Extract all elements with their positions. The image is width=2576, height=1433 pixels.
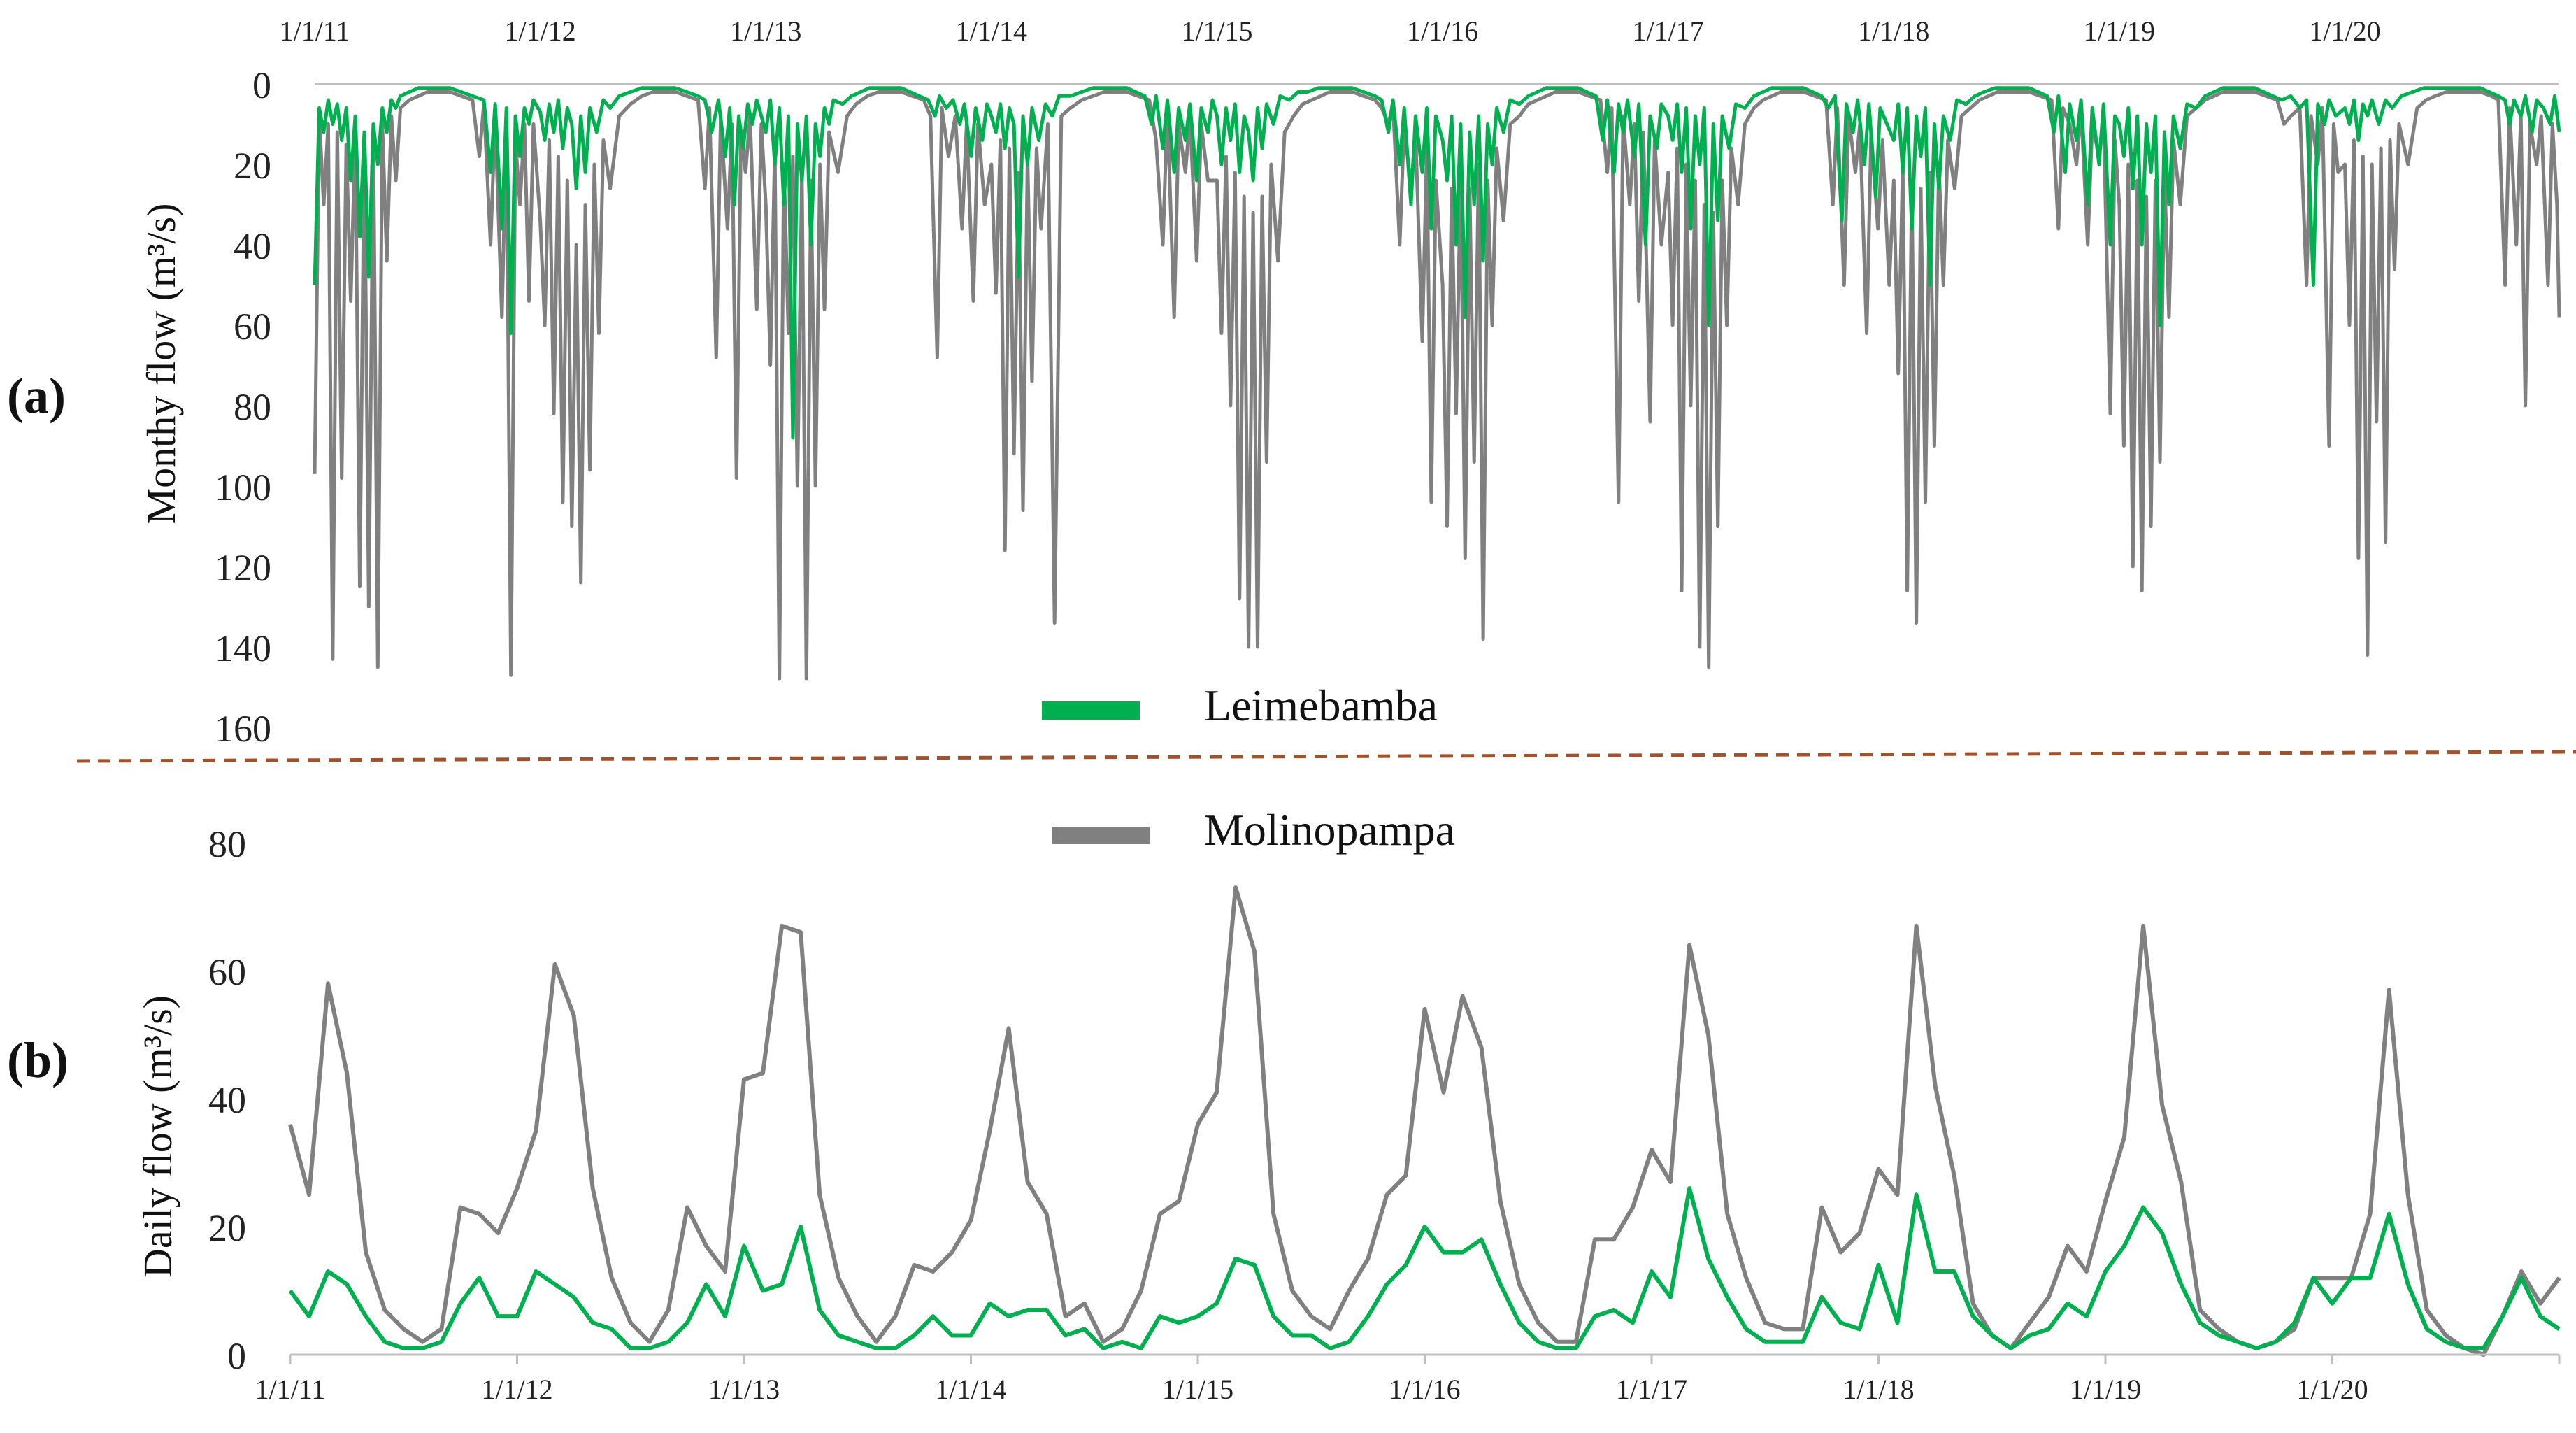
panel-b-x-tick-1-1-16: 1/1/16: [1389, 1374, 1460, 1405]
panel-b-y-axis-label: Daily flow (m³/s): [135, 995, 180, 1278]
panel-a-y-tick-60: 60: [234, 306, 271, 348]
panel-a-y-tick-160: 160: [215, 708, 271, 750]
legend: Leimebamba Molinopampa: [1042, 680, 1455, 855]
panel-b-y-tick-20: 20: [208, 1207, 246, 1249]
panel-b-x-tick-1-1-15: 1/1/15: [1162, 1374, 1233, 1405]
panel-a-y-tick-20: 20: [234, 145, 271, 187]
panel-b-x-tick-marks: [289, 1355, 2561, 1364]
panel-a-y-axis-label: Monthy flow (m³/s): [138, 204, 184, 525]
panel-a-x-tick-1-1-13: 1/1/13: [730, 15, 801, 47]
panel-a-y-tick-40: 40: [234, 225, 271, 267]
panel-b-y-tick-40: 40: [208, 1079, 246, 1121]
panel-divider: [76, 750, 2576, 763]
panel-a-line-leimebamba: [313, 86, 2561, 440]
panel-b-y-tick-60: 60: [208, 951, 246, 993]
panel-a-y-tick-0: 0: [252, 64, 271, 106]
panel-b-y-tick-labels: 0 20 40 60 80: [208, 823, 246, 1377]
panel-a-line-molinopampa: [313, 90, 2561, 681]
legend-swatch-molinopampa: [1052, 827, 1150, 844]
panel-b-x-tick-labels: 1/1/11 1/1/12 1/1/13 1/1/14 1/1/15 1/1/16 1/1/…: [255, 1374, 2368, 1405]
panel-b-x-tick-1-1-20: 1/1/20: [2296, 1374, 2368, 1405]
panel-a-series-lines: [313, 86, 2561, 681]
panel-a-x-tick-1-1-19: 1/1/19: [2084, 15, 2155, 47]
panel-b-x-tick-1-1-19: 1/1/19: [2070, 1374, 2141, 1405]
panel-a-y-tick-80: 80: [234, 386, 271, 428]
panel-b-label: (b): [7, 1032, 69, 1088]
panel-b-x-tick-1-1-11: 1/1/11: [255, 1374, 326, 1405]
panel-b-x-tick-1-1-14: 1/1/14: [935, 1374, 1006, 1405]
legend-label-molinopampa: Molinopampa: [1204, 805, 1455, 855]
panel-a-x-tick-1-1-18: 1/1/18: [1858, 15, 1929, 47]
panel-b-line-leimebamba: [288, 1186, 2561, 1350]
panel-a-x-tick-1-1-17: 1/1/17: [1633, 15, 1704, 47]
panel-a-chart: 1/1/11 1/1/12 1/1/13 1/1/14 1/1/15 1/1/16 1/1/…: [215, 15, 2561, 750]
panel-a-x-tick-1-1-12: 1/1/12: [504, 15, 575, 47]
panel-b-x-tick-1-1-18: 1/1/18: [1842, 1374, 1914, 1405]
panel-b-series-lines: [288, 885, 2561, 1357]
panel-b-y-tick-80: 80: [208, 823, 246, 865]
panel-b-line-molinopampa: [288, 885, 2561, 1357]
panel-a-x-tick-1-1-16: 1/1/16: [1407, 15, 1478, 47]
legend-label-leimebamba: Leimebamba: [1204, 680, 1438, 730]
panel-b-y-tick-0: 0: [227, 1335, 246, 1377]
panel-a-y-tick-100: 100: [215, 466, 271, 508]
panel-a-y-tick-120: 120: [215, 547, 271, 589]
legend-swatch-leimebamba: [1042, 701, 1140, 720]
panel-b-x-tick-1-1-17: 1/1/17: [1616, 1374, 1687, 1405]
panel-a-y-tick-140: 140: [215, 627, 271, 669]
panel-a-x-tick-1-1-11: 1/1/11: [280, 15, 350, 47]
panel-a-x-tick-labels: 1/1/11 1/1/12 1/1/13 1/1/14 1/1/15 1/1/16 1/1/…: [280, 15, 2381, 47]
panel-b-chart: 0 20 40 60 80 1/1/11 1/1/12 1/1/13 1/1/14 1/1/15…: [208, 823, 2561, 1405]
panel-b-x-tick-1-1-13: 1/1/13: [708, 1374, 780, 1405]
panel-a-x-tick-1-1-14: 1/1/14: [956, 15, 1027, 47]
panel-a-x-tick-1-1-20: 1/1/20: [2309, 15, 2380, 47]
panel-b-x-tick-1-1-12: 1/1/12: [481, 1374, 552, 1405]
panel-a-x-tick-1-1-15: 1/1/15: [1181, 15, 1252, 47]
panel-a-y-tick-labels: 0 20 40 60 80 100 120 140 160: [215, 64, 271, 750]
panel-a-label: (a): [7, 368, 66, 424]
